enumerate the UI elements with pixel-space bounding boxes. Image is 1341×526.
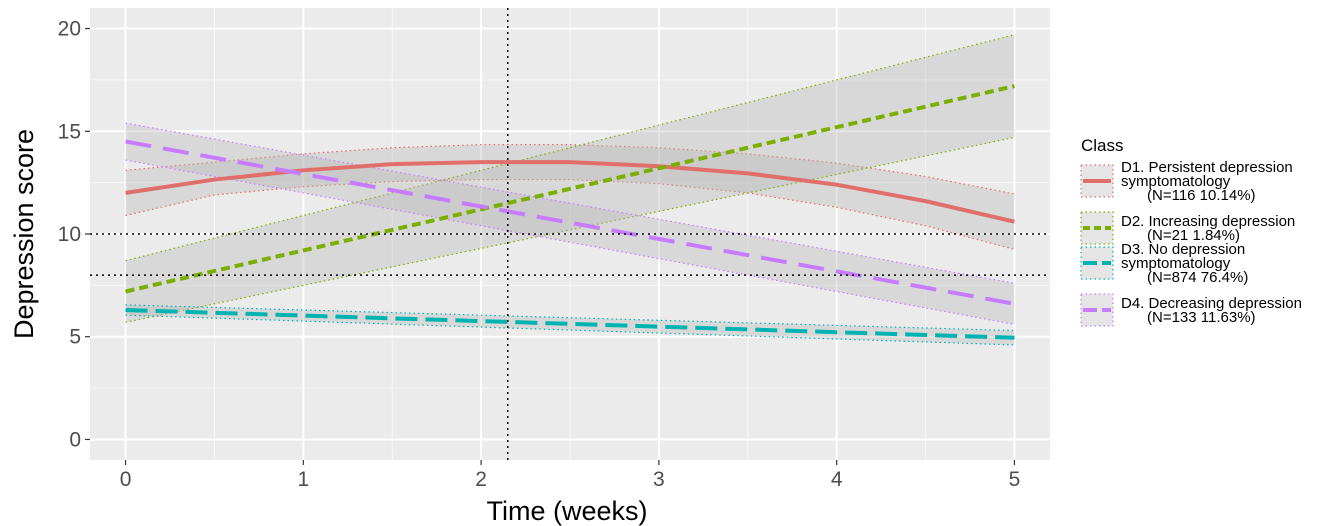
series-line-1 xyxy=(125,160,1015,224)
x-tick-label: 5 xyxy=(1009,468,1021,491)
y-tick-label: 20 xyxy=(58,18,81,41)
legend-title: Class xyxy=(1081,136,1124,155)
y-tick-label: 0 xyxy=(69,428,81,451)
x-tick-label: 1 xyxy=(297,468,309,491)
legend-label-1: D1. Persistent depression xyxy=(1121,159,1293,176)
confidence-band-3 xyxy=(125,304,1015,345)
legend-label-2: D2. Increasing depression xyxy=(1121,213,1295,230)
x-tick-label: 2 xyxy=(475,468,487,491)
legend-label-3: symptomatology xyxy=(1121,255,1231,272)
band-upper-edge-1 xyxy=(125,144,1015,195)
band-upper-edge-4 xyxy=(125,122,1015,284)
reference-lines xyxy=(90,8,1050,460)
confidence-band-2 xyxy=(125,34,1015,323)
x-tick-label: 0 xyxy=(120,468,132,491)
legend-label-3: D3. No depression xyxy=(1121,241,1245,258)
series-lines xyxy=(125,84,1015,340)
legend-label-4: D4. Decreasing depression xyxy=(1121,295,1302,312)
x-tick-label: 4 xyxy=(831,468,843,491)
legend-label-4: (N=133 11.63%) xyxy=(1147,309,1256,326)
legend-label-2: (N=21 1.84%) xyxy=(1147,227,1240,244)
legend-label-3: (N=874 76.4%) xyxy=(1147,269,1248,286)
x-tick-label: 3 xyxy=(653,468,665,491)
legend-label-1: (N=116 10.14%) xyxy=(1147,187,1256,204)
y-tick-label: 10 xyxy=(58,223,81,246)
legend-label-1: symptomatology xyxy=(1121,173,1231,190)
confidence-bands xyxy=(125,34,1015,346)
series-line-3 xyxy=(125,308,1015,340)
confidence-band-4 xyxy=(125,123,1015,325)
series-line-2 xyxy=(125,84,1015,294)
y-tick-label: 15 xyxy=(58,120,81,143)
x-axis-title: Time (weeks) xyxy=(486,496,647,526)
x-axis: 0 1 2 3 4 5 xyxy=(120,460,1021,491)
confidence-band-1 xyxy=(125,144,1015,250)
y-axis-title: Depression score xyxy=(9,129,39,339)
y-tick-label: 5 xyxy=(69,326,81,349)
legend: Class D1. Persistent depression symptoma… xyxy=(1080,136,1302,327)
band-lower-edge-2 xyxy=(125,136,1015,323)
y-axis: 0 5 10 15 20 xyxy=(58,18,90,451)
